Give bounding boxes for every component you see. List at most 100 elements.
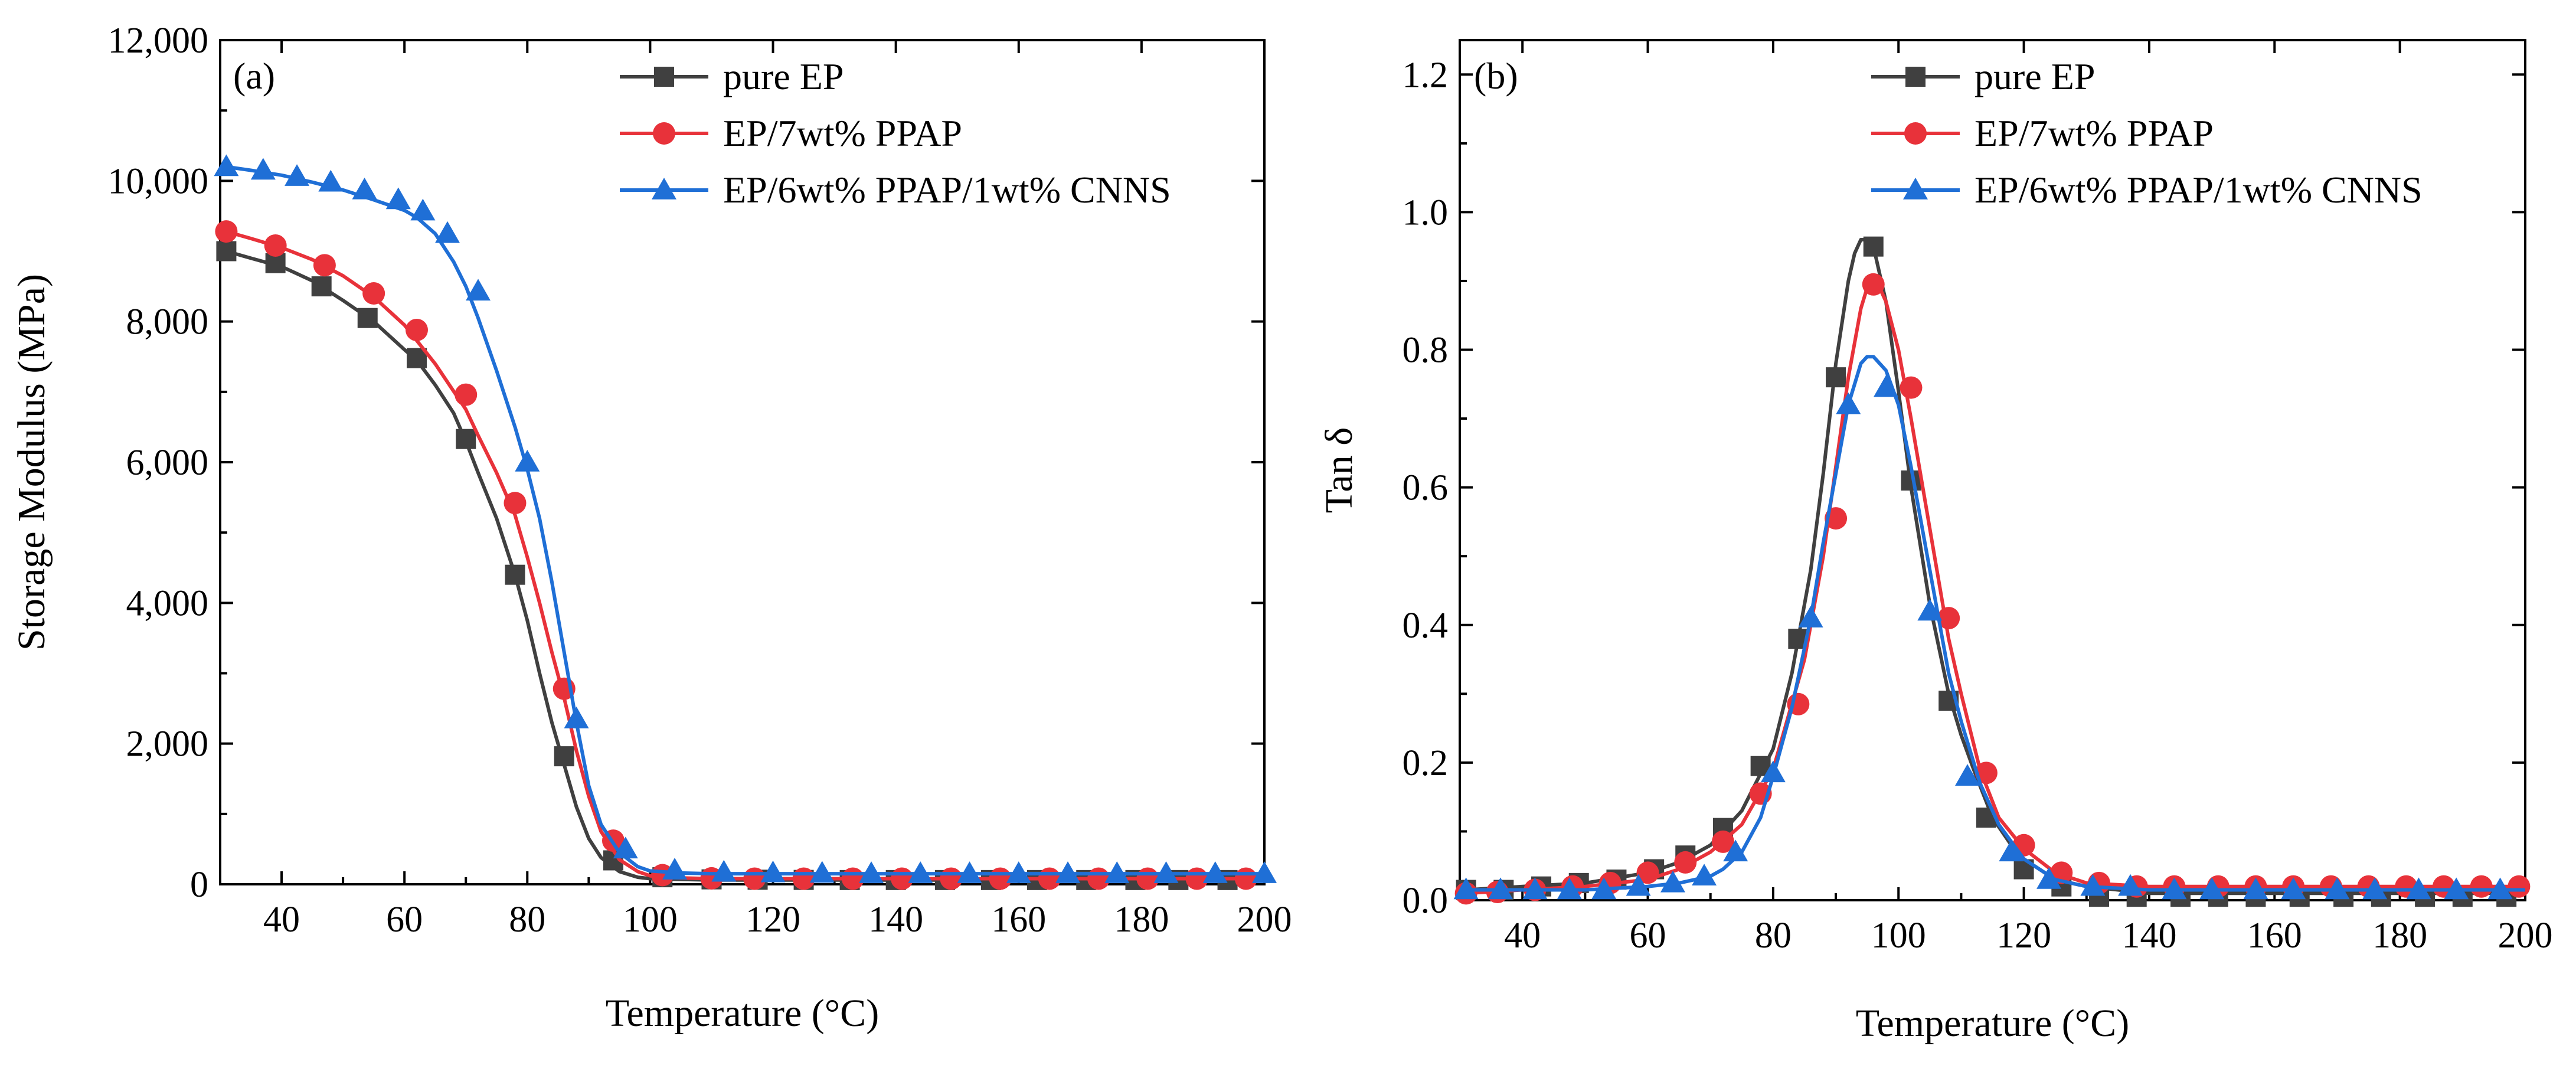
panel-label: (b) bbox=[1474, 55, 1518, 97]
x-tick-label: 180 bbox=[1114, 900, 1169, 940]
legend: pure EP EP/7wt% PPAP EP/6wt% PPAP/1wt% CNN… bbox=[620, 55, 1171, 211]
data-point bbox=[1202, 861, 1228, 883]
data-point bbox=[313, 254, 336, 277]
data-point bbox=[505, 564, 525, 585]
plot-frame bbox=[1459, 39, 2526, 901]
data-point bbox=[357, 308, 378, 328]
data-point bbox=[466, 279, 491, 301]
y-tick-label: 0 bbox=[190, 865, 208, 905]
data-point bbox=[760, 860, 786, 883]
x-tick-label: 200 bbox=[1237, 900, 1292, 940]
legend-marker bbox=[653, 122, 675, 145]
x-tick-label: 100 bbox=[1871, 916, 1926, 956]
x-tick-label: 140 bbox=[868, 900, 923, 940]
y-tick-label: 6,000 bbox=[126, 443, 209, 483]
legend: pure EP EP/7wt% PPAP EP/6wt% PPAP/1wt% CNN… bbox=[1871, 55, 2423, 211]
data-point bbox=[554, 746, 574, 767]
data-point bbox=[1153, 861, 1179, 883]
data-point bbox=[908, 861, 933, 883]
data-point bbox=[1522, 877, 1548, 900]
legend-marker bbox=[652, 178, 676, 200]
data-point bbox=[1874, 375, 1898, 397]
data-point bbox=[1975, 761, 1998, 785]
data-point bbox=[1999, 839, 2024, 862]
data-point bbox=[504, 492, 527, 515]
data-point bbox=[311, 276, 332, 297]
legend-label: EP/7wt% PPAP bbox=[1975, 112, 2214, 154]
data-point bbox=[1798, 606, 1823, 627]
x-axis-title: Temperature (°C) bbox=[1856, 1002, 2129, 1045]
x-tick-label: 120 bbox=[746, 900, 800, 940]
data-point bbox=[1660, 870, 1685, 893]
data-point bbox=[1185, 867, 1208, 890]
data-point bbox=[385, 187, 411, 210]
legend-marker bbox=[1905, 67, 1926, 87]
series-line bbox=[1466, 238, 2525, 895]
data-point bbox=[455, 383, 478, 406]
series-line bbox=[225, 249, 1264, 882]
data-point bbox=[564, 706, 589, 728]
data-point bbox=[989, 867, 1012, 890]
x-tick-label: 100 bbox=[623, 900, 678, 940]
data-point bbox=[2362, 877, 2388, 900]
data-point bbox=[1711, 830, 1734, 853]
data-point bbox=[1917, 599, 1943, 621]
data-point bbox=[1692, 864, 1717, 885]
data-point bbox=[2162, 877, 2187, 900]
data-point bbox=[216, 241, 237, 262]
y-axis-title: Tan δ bbox=[1318, 427, 1361, 514]
data-point bbox=[859, 861, 884, 883]
data-point bbox=[1055, 861, 1081, 883]
x-axis-title: Temperature (°C) bbox=[606, 992, 879, 1035]
y-axis-title: Storage Modulus (MPa) bbox=[10, 274, 53, 651]
data-point bbox=[1038, 867, 1061, 890]
data-point bbox=[456, 429, 476, 449]
series-line bbox=[1466, 355, 2525, 892]
y-tick-label: 0.6 bbox=[1403, 468, 1449, 508]
data-point bbox=[2325, 877, 2350, 900]
legend-marker bbox=[1903, 178, 1928, 200]
y-tick-label: 12,000 bbox=[108, 21, 209, 61]
y-tick-label: 0.4 bbox=[1403, 606, 1449, 646]
series-line bbox=[225, 230, 1264, 881]
chart-a: 40 60 80 100 120 140 160 180 200 0 2,000 4,000 6,000… bbox=[10, 21, 1292, 1035]
data-point bbox=[1087, 867, 1110, 890]
data-point bbox=[1591, 877, 1617, 900]
legend-label: pure EP bbox=[1975, 55, 2095, 97]
data-point bbox=[1862, 273, 1885, 296]
data-point bbox=[809, 861, 835, 883]
data-point bbox=[1674, 851, 1697, 874]
x-tick-label: 40 bbox=[1504, 916, 1541, 956]
data-point bbox=[891, 867, 914, 890]
panel-label: (a) bbox=[233, 55, 275, 97]
legend-label: EP/6wt% PPAP/1wt% CNNS bbox=[723, 169, 1171, 211]
data-point bbox=[2243, 877, 2268, 900]
data-point bbox=[1955, 764, 1980, 786]
data-point bbox=[613, 836, 638, 859]
x-tick-label: 80 bbox=[509, 900, 545, 940]
x-tick-label: 200 bbox=[2498, 916, 2553, 956]
data-point bbox=[711, 859, 737, 882]
data-point bbox=[1234, 867, 1257, 890]
legend-marker bbox=[1904, 122, 1927, 145]
data-point bbox=[214, 154, 239, 177]
data-point bbox=[405, 318, 428, 341]
data-point bbox=[318, 169, 344, 192]
data-point bbox=[285, 164, 310, 186]
data-point bbox=[1488, 877, 1513, 900]
data-point bbox=[362, 282, 385, 305]
data-point bbox=[410, 198, 436, 221]
data-point bbox=[2406, 877, 2431, 900]
x-tick-label: 60 bbox=[386, 900, 423, 940]
series-line bbox=[225, 165, 1264, 876]
data-point bbox=[1557, 877, 1582, 900]
data-point bbox=[1104, 861, 1130, 883]
data-point bbox=[940, 867, 963, 890]
data-point bbox=[2080, 874, 2106, 896]
y-tick-label: 1.0 bbox=[1403, 192, 1449, 233]
y-tick-label: 0.2 bbox=[1403, 743, 1449, 783]
data-point bbox=[792, 867, 815, 890]
data-point bbox=[743, 867, 766, 890]
y-tick-label: 0.8 bbox=[1403, 331, 1449, 371]
data-point bbox=[2281, 877, 2306, 900]
